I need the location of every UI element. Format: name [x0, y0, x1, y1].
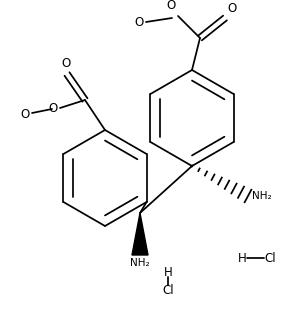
- Text: NH₂: NH₂: [252, 191, 272, 201]
- Text: Cl: Cl: [264, 251, 276, 265]
- Text: O: O: [61, 57, 71, 70]
- Text: O: O: [227, 2, 236, 15]
- Text: H: H: [238, 251, 246, 265]
- Text: H: H: [164, 266, 172, 278]
- Text: O: O: [21, 107, 30, 121]
- Text: O: O: [167, 0, 176, 12]
- Text: O: O: [135, 15, 144, 28]
- Polygon shape: [132, 213, 148, 255]
- Text: Cl: Cl: [162, 284, 174, 296]
- Text: NH₂: NH₂: [130, 258, 150, 268]
- Text: O: O: [49, 102, 58, 116]
